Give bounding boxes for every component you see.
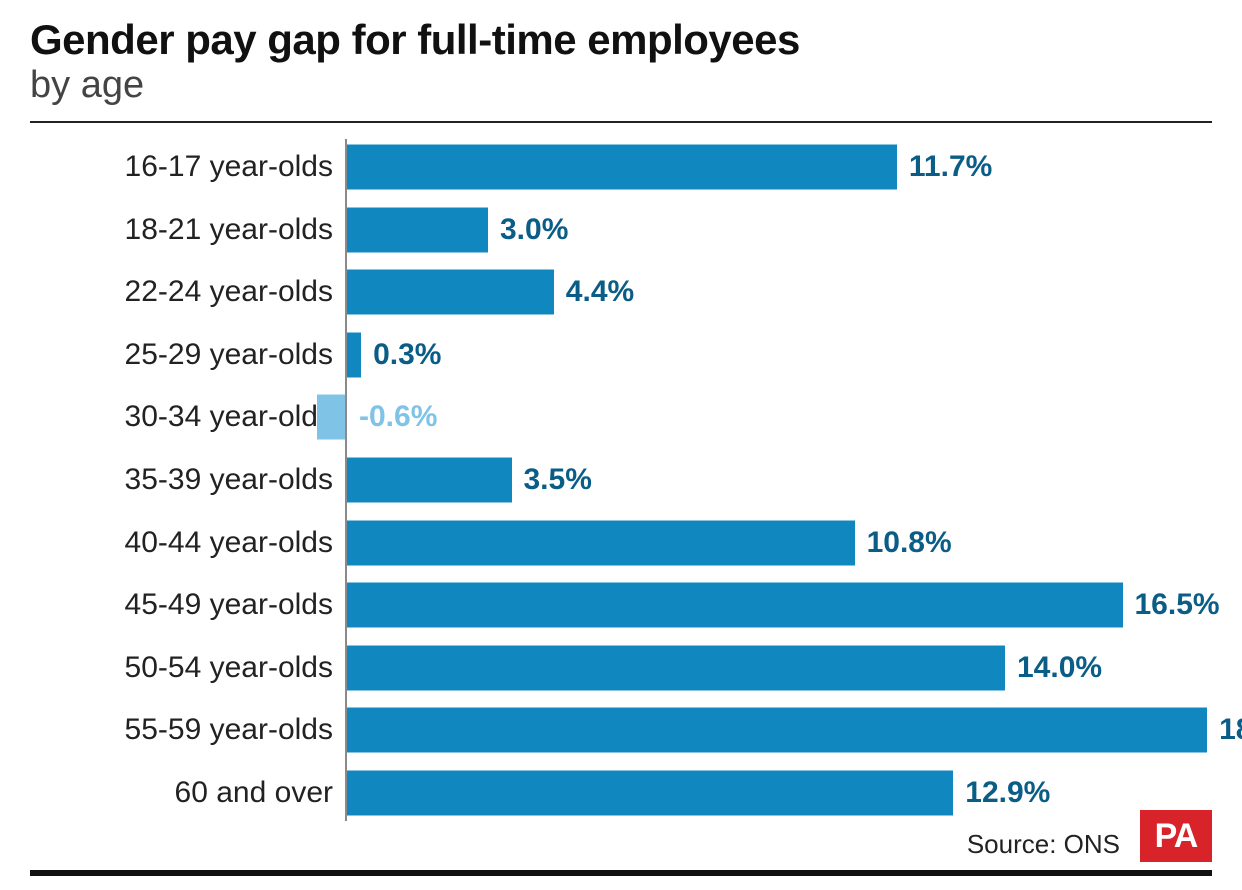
bar xyxy=(347,145,897,190)
category-label: 30-34 year-olds xyxy=(125,400,333,434)
chart-row: 25-29 year-olds 0.3% xyxy=(30,327,1212,383)
chart-row: 55-59 year-olds18.3% xyxy=(30,702,1212,758)
bar xyxy=(347,520,855,565)
chart-subtitle: by age xyxy=(30,64,1212,107)
chart-row: 35-39 year-olds 3.5% xyxy=(30,452,1212,508)
bar xyxy=(347,207,488,252)
category-label: 35-39 year-olds xyxy=(125,463,333,497)
value-label: 0.3% xyxy=(373,338,441,372)
chart-row: 22-24 year-olds 4.4% xyxy=(30,264,1212,320)
bar xyxy=(347,708,1207,753)
chart-row: 50-54 year-olds 14.0% xyxy=(30,640,1212,696)
value-label: 3.5% xyxy=(524,463,592,497)
bar xyxy=(347,771,953,816)
source-label: Source: ONS xyxy=(967,829,1120,860)
category-label: 18-21 year-olds xyxy=(125,213,333,247)
category-label: 60 and over xyxy=(175,776,333,810)
value-label: 11.7% xyxy=(909,150,992,184)
pa-logo-badge: PA xyxy=(1140,810,1212,862)
value-label: 16.5% xyxy=(1135,588,1220,622)
bar xyxy=(347,458,512,503)
category-label: 50-54 year-olds xyxy=(125,651,333,685)
category-label: 25-29 year-olds xyxy=(125,338,333,372)
category-label: 22-24 year-olds xyxy=(125,275,333,309)
chart-row: 30-34 year-olds -0.6% xyxy=(30,389,1212,445)
category-label: 40-44 year-olds xyxy=(125,526,333,560)
chart-row: 16-17 year-olds 11.7% xyxy=(30,139,1212,195)
bar xyxy=(317,395,345,440)
value-label: 18.3% xyxy=(1219,713,1242,747)
chart-rows: 16-17 year-olds 11.7% 18-21 year-olds 3.0% 2… xyxy=(30,139,1212,821)
chart-row: 60 and over 12.9% xyxy=(30,765,1212,821)
bar xyxy=(347,270,554,315)
bar-chart: 16-17 year-olds 11.7% 18-21 year-olds 3.0% 2… xyxy=(30,139,1212,821)
chart-title: Gender pay gap for full-time employees xyxy=(30,18,1212,62)
chart-row: 40-44 year-olds 10.8% xyxy=(30,515,1212,571)
value-label: 3.0% xyxy=(500,213,568,247)
bar xyxy=(347,645,1005,690)
value-label: 12.9% xyxy=(965,776,1050,810)
category-label: 55-59 year-olds xyxy=(125,713,333,747)
value-label: 14.0% xyxy=(1017,651,1102,685)
footer-rule: Source: ONS PA xyxy=(30,870,1212,876)
divider-top xyxy=(30,121,1212,123)
chart-row: 18-21 year-olds 3.0% xyxy=(30,202,1212,258)
value-label: 10.8% xyxy=(867,526,952,560)
chart-container: Gender pay gap for full-time employees b… xyxy=(0,0,1242,890)
value-label: -0.6% xyxy=(359,400,437,434)
bar xyxy=(347,583,1123,628)
bar xyxy=(347,332,361,377)
category-label: 16-17 year-olds xyxy=(125,150,333,184)
chart-row: 45-49 year-olds16.5% xyxy=(30,577,1212,633)
category-label: 45-49 year-olds xyxy=(125,588,333,622)
value-label: 4.4% xyxy=(566,275,634,309)
